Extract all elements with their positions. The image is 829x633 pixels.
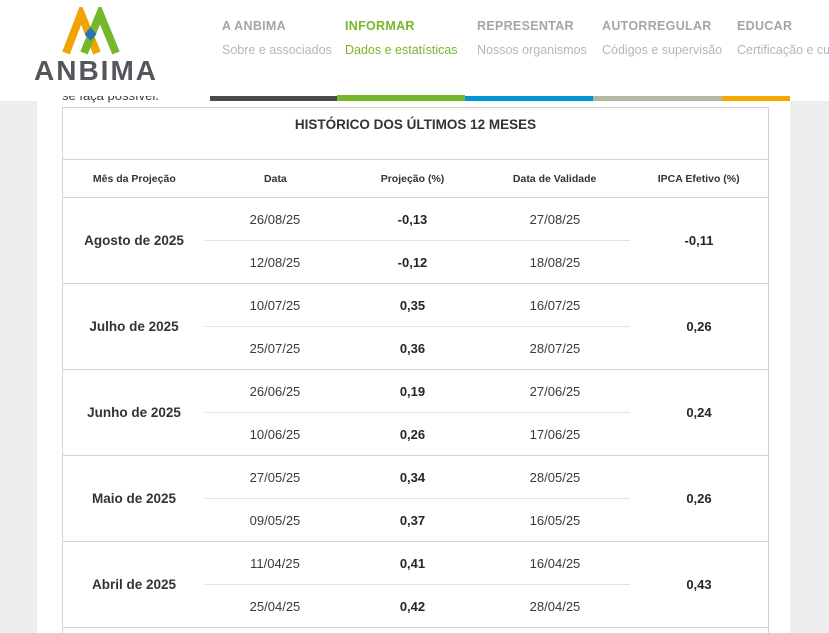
date-cell: 10/07/25 xyxy=(249,297,301,313)
nav-sublabel: Sobre e associados xyxy=(222,43,332,57)
nav-item-autorregular[interactable]: AUTORREGULAR Códigos e supervisão xyxy=(602,18,742,58)
table-row: 25/04/25 0,42 28/04/25 xyxy=(205,585,630,627)
nav-sublabel: Dados e estatísticas xyxy=(345,43,458,57)
table-header-row: Mês da Projeção Data Projeção (%) Data d… xyxy=(63,159,768,197)
row-divider xyxy=(204,412,630,413)
nav-sublabel: Certificação e cu xyxy=(737,43,829,57)
nav-sublabel: Nossos organismos xyxy=(477,43,587,57)
nav-sublabel: Códigos e supervisão xyxy=(602,43,723,57)
validity-cell: 28/05/25 xyxy=(529,469,581,485)
table-row-group: Julho de 2025 10/07/25 0,35 16/07/25 25/… xyxy=(63,283,768,369)
anbima-wordmark: ANBIMA xyxy=(34,55,158,86)
month-cell: Agosto de 2025 xyxy=(84,233,184,248)
date-cell: 25/04/25 xyxy=(249,598,301,614)
date-cell: 27/05/25 xyxy=(249,469,301,485)
table-row: 12/08/25 -0,12 18/08/25 xyxy=(205,241,630,283)
nav-accent-bar-segment xyxy=(465,96,593,101)
nav-accent-bar-segment xyxy=(337,95,465,101)
table-row-group-partial xyxy=(63,627,768,633)
nav-accent-bar-segment xyxy=(722,96,790,101)
table-row: 09/05/25 0,37 16/05/25 xyxy=(205,499,630,541)
validity-cell: 28/04/25 xyxy=(529,598,581,614)
date-cell: 25/07/25 xyxy=(249,340,301,356)
row-divider xyxy=(204,584,630,585)
projection-cell: 0,42 xyxy=(399,598,426,614)
date-cell: 26/06/25 xyxy=(249,383,301,399)
table-row: 10/06/25 0,26 17/06/25 xyxy=(205,413,630,455)
nav-accent-bar-segment xyxy=(210,96,337,101)
table-row: 25/07/25 0,36 28/07/25 xyxy=(205,327,630,369)
validity-cell: 16/05/25 xyxy=(529,512,581,528)
projection-cell: 0,26 xyxy=(399,426,426,442)
ipca-cell: 0,26 xyxy=(686,491,712,506)
date-cell: 11/04/25 xyxy=(250,555,300,571)
table-row-group: Agosto de 2025 26/08/25 -0,13 27/08/25 1… xyxy=(63,197,768,283)
ipca-cell: 0,24 xyxy=(686,405,712,420)
column-header: Mês da Projeção xyxy=(92,172,176,185)
projection-cell: 0,19 xyxy=(399,383,426,399)
month-cell: Junho de 2025 xyxy=(87,405,181,420)
projection-cell: 0,36 xyxy=(399,340,426,356)
nav-label: AUTORREGULAR xyxy=(602,19,712,33)
table-row-group: Maio de 2025 27/05/25 0,34 28/05/25 09/0… xyxy=(63,455,768,541)
nav-label: REPRESENTAR xyxy=(477,19,574,33)
ipca-cell: 0,43 xyxy=(686,577,712,592)
nav-label: EDUCAR xyxy=(737,19,793,33)
nav-accent-bar-segment xyxy=(593,96,722,101)
table-row: 26/06/25 0,19 27/06/25 xyxy=(205,370,630,412)
anbima-logo-mark xyxy=(62,7,120,55)
nav-label: INFORMAR xyxy=(345,19,415,33)
date-cell: 26/08/25 xyxy=(249,211,301,227)
anbima-logo[interactable]: ANBIMA xyxy=(20,5,170,90)
nav-label: A ANBIMA xyxy=(222,19,286,33)
table-row-group: Junho de 2025 26/06/25 0,19 27/06/25 10/… xyxy=(63,369,768,455)
site-header: ANBIMA A ANBIMA Sobre e associados INFOR… xyxy=(0,0,829,96)
ipca-cell: 0,26 xyxy=(686,319,712,334)
row-divider xyxy=(204,498,630,499)
table-row: 11/04/25 0,41 16/04/25 xyxy=(205,542,630,584)
date-cell: 12/08/25 xyxy=(249,254,301,270)
table-title: HISTÓRICO DOS ÚLTIMOS 12 MESES xyxy=(294,117,537,132)
row-divider xyxy=(204,240,630,241)
column-header: Data de Validade xyxy=(512,172,597,185)
projection-cell: -0,12 xyxy=(397,254,428,270)
logo-diamond-icon xyxy=(84,27,97,41)
validity-cell: 16/04/25 xyxy=(529,555,581,571)
projection-cell: -0,13 xyxy=(397,211,428,227)
projection-cell: 0,41 xyxy=(399,555,426,571)
column-header: Data xyxy=(264,172,287,185)
date-cell: 09/05/25 xyxy=(249,512,301,528)
table-row: 27/05/25 0,34 28/05/25 xyxy=(205,456,630,498)
table-row: 10/07/25 0,35 16/07/25 xyxy=(205,284,630,326)
column-header: Projeção (%) xyxy=(380,172,445,185)
projection-cell: 0,35 xyxy=(399,297,426,313)
nav-item-educar[interactable]: EDUCAR Certificação e cu xyxy=(737,18,829,58)
validity-cell: 27/06/25 xyxy=(529,383,581,399)
projection-cell: 0,34 xyxy=(399,469,426,485)
date-cell: 10/06/25 xyxy=(249,426,301,442)
projection-cell: 0,37 xyxy=(399,512,426,528)
validity-cell: 16/07/25 xyxy=(529,297,581,313)
validity-cell: 28/07/25 xyxy=(529,340,581,356)
month-cell: Julho de 2025 xyxy=(89,319,179,334)
column-header: IPCA Efetivo (%) xyxy=(657,172,740,185)
projection-history-table: HISTÓRICO DOS ÚLTIMOS 12 MESES Mês da Pr… xyxy=(62,107,769,633)
table-row: 26/08/25 -0,13 27/08/25 xyxy=(205,198,630,240)
month-cell: Maio de 2025 xyxy=(91,491,177,506)
nav-item-representar[interactable]: REPRESENTAR Nossos organismos xyxy=(477,18,617,58)
validity-cell: 18/08/25 xyxy=(529,254,581,270)
month-cell: Abril de 2025 xyxy=(91,577,177,592)
nav-item-informar[interactable]: INFORMAR Dados e estatísticas xyxy=(345,18,485,58)
validity-cell: 27/08/25 xyxy=(529,211,581,227)
table-row-group: Abril de 2025 11/04/25 0,41 16/04/25 25/… xyxy=(63,541,768,627)
ipca-cell: -0,11 xyxy=(684,233,714,248)
row-divider xyxy=(204,326,630,327)
nav-item-a-anbima[interactable]: A ANBIMA Sobre e associados xyxy=(222,18,362,58)
validity-cell: 17/06/25 xyxy=(529,426,581,442)
